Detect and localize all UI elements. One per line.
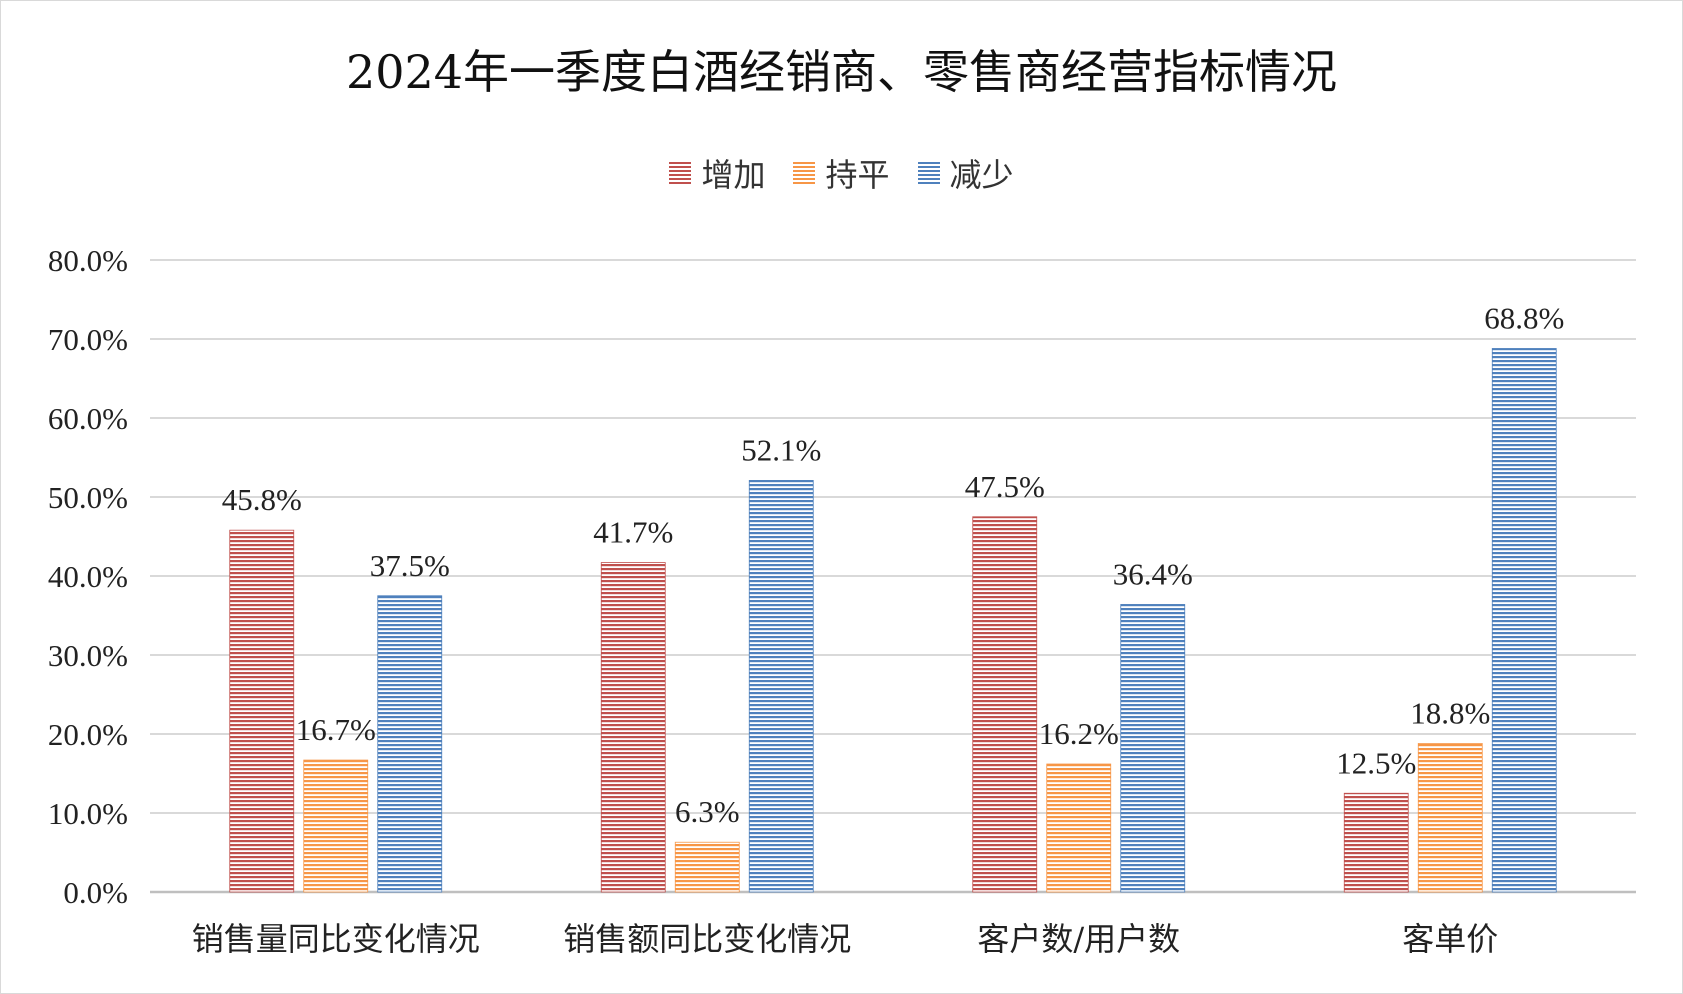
- chart-title: 2024年一季度白酒经销商、零售商经营指标情况: [345, 45, 1338, 99]
- legend-label-decrease: 减少: [949, 156, 1014, 194]
- data-label-flat: 6.3%: [675, 794, 740, 829]
- data-label-flat: 16.2%: [1039, 716, 1119, 751]
- bar-decrease: [377, 595, 443, 893]
- bar-increase: [972, 516, 1038, 893]
- legend-label-flat: 持平: [825, 156, 890, 194]
- data-label-flat: 18.8%: [1410, 695, 1490, 730]
- legend-label-increase: 增加: [701, 156, 766, 194]
- bars: [229, 348, 1557, 893]
- data-label-decrease: 52.1%: [741, 432, 821, 467]
- data-label-decrease: 37.5%: [370, 548, 450, 583]
- y-tick-label: 0.0%: [63, 875, 128, 910]
- y-tick-label: 50.0%: [48, 480, 128, 515]
- y-tick-label: 70.0%: [48, 322, 128, 357]
- y-tick-label: 80.0%: [48, 243, 128, 278]
- bar-increase: [1343, 792, 1409, 893]
- y-tick-label: 20.0%: [48, 717, 128, 752]
- legend-item-flat: 持平: [793, 150, 890, 196]
- data-label-increase: 47.5%: [965, 469, 1045, 504]
- y-tick-label: 10.0%: [48, 796, 128, 831]
- x-axis: 销售量同比变化情况 销售额同比变化情况 客户数/用户数 客单价: [192, 920, 1499, 958]
- legend: 增加 持平 减少: [0, 150, 1683, 196]
- legend-item-increase: 增加: [669, 150, 765, 196]
- bar-flat: [303, 759, 369, 893]
- legend-item-decrease: 减少: [917, 150, 1014, 196]
- legend-swatch-increase: [669, 162, 692, 184]
- legend-swatch-decrease: [917, 162, 940, 184]
- data-label-increase: 12.5%: [1336, 745, 1416, 780]
- bar-decrease: [1491, 348, 1557, 893]
- bar-flat: [1046, 763, 1112, 893]
- x-category-label: 销售额同比变化情况: [563, 920, 851, 958]
- bar-flat: [1417, 743, 1483, 893]
- data-labels: 45.8% 16.7% 37.5% 41.7% 6.3% 52.1% 47.5% 16.2% 3…: [222, 300, 1565, 829]
- x-category-label: 销售量同比变化情况: [192, 920, 480, 958]
- y-tick-label: 60.0%: [48, 401, 128, 436]
- data-label-flat: 16.7%: [296, 712, 376, 747]
- y-tick-label: 40.0%: [48, 559, 128, 594]
- bar-decrease: [748, 480, 814, 893]
- data-label-increase: 41.7%: [593, 515, 673, 550]
- x-category-label: 客单价: [1402, 920, 1498, 958]
- x-category-label: 客户数/用户数: [977, 920, 1180, 958]
- y-tick-label: 30.0%: [48, 638, 128, 673]
- data-label-decrease: 68.8%: [1484, 300, 1564, 335]
- bar-increase: [229, 529, 295, 893]
- bar-increase: [600, 562, 666, 893]
- legend-swatch-flat: [793, 162, 816, 184]
- data-label-decrease: 36.4%: [1113, 556, 1193, 591]
- data-label-increase: 45.8%: [222, 482, 302, 517]
- bar-decrease: [1120, 604, 1186, 893]
- bar-flat: [674, 841, 740, 893]
- y-axis: 0.0% 10.0% 20.0% 30.0% 40.0% 50.0% 60.0% 70.0% 8…: [48, 243, 128, 910]
